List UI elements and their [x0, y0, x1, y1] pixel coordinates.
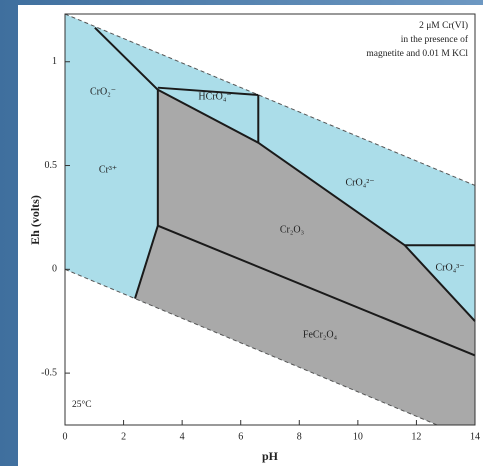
- boundary-line: [94, 26, 159, 299]
- x-tick-label: 10: [353, 431, 363, 442]
- y-axis-label: Eh (volts): [28, 195, 42, 245]
- species-label: CrO₂⁻: [90, 86, 116, 97]
- species-label: FeCr₂O₄: [303, 329, 338, 340]
- x-tick-label: 0: [63, 431, 68, 442]
- x-tick-label: 2: [121, 431, 126, 442]
- boundary-line: [157, 88, 476, 322]
- boundary-line: [157, 86, 259, 96]
- plot-frame: [64, 13, 476, 426]
- y-tick-label: -0.5: [41, 367, 57, 378]
- species-label: Cr₂O₃: [280, 224, 304, 235]
- annotation: in the presence of: [401, 34, 469, 45]
- y-tick-label: 0.5: [45, 160, 58, 171]
- species-label: Cr³⁺: [99, 164, 117, 175]
- annotation: 2 μM Cr(VI): [419, 20, 468, 31]
- y-tick-label: 0: [52, 264, 57, 275]
- water-line: [64, 268, 438, 426]
- annotation: magnetite and 0.01 M KCl: [366, 49, 468, 59]
- x-tick-label: 8: [297, 431, 302, 442]
- x-axis-label: pH: [262, 449, 279, 463]
- species-label: HCrO₄⁻: [198, 91, 231, 102]
- boundary-line: [157, 224, 476, 357]
- species-label: CrO₄²⁻: [346, 177, 375, 188]
- x-tick-label: 14: [470, 431, 480, 442]
- x-tick-label: 12: [411, 431, 421, 442]
- annotation: 25°C: [72, 399, 92, 410]
- x-tick-label: 6: [238, 431, 243, 442]
- y-tick-label: 1: [52, 56, 57, 67]
- species-label: CrO₄³⁻: [436, 262, 465, 273]
- region: [134, 89, 475, 426]
- x-tick-label: 4: [180, 431, 185, 442]
